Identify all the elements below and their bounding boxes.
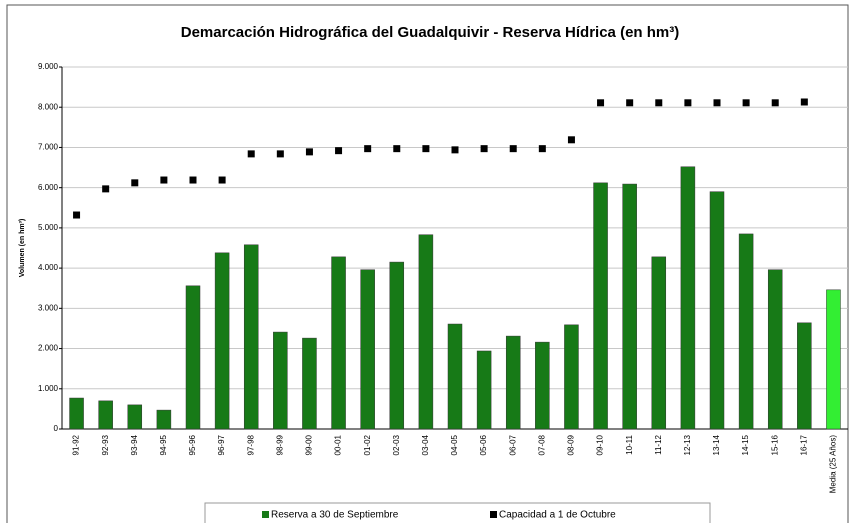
y-tick-label: 3.000 xyxy=(38,303,59,312)
x-tick-label: 12-13 xyxy=(683,434,692,455)
marker xyxy=(218,176,226,184)
x-tick-label: 02-03 xyxy=(392,434,401,455)
bar xyxy=(243,244,259,430)
x-tick-label: 14-15 xyxy=(741,434,750,455)
marker xyxy=(597,99,605,107)
marker xyxy=(626,99,634,107)
bar xyxy=(564,324,579,430)
bar xyxy=(709,191,725,430)
bar xyxy=(185,285,201,430)
y-tick-label: 0 xyxy=(54,424,59,433)
marker xyxy=(276,150,284,158)
bar xyxy=(389,261,405,430)
x-tick-label: 16-17 xyxy=(799,434,808,455)
chart-frame xyxy=(6,4,849,528)
bar xyxy=(127,404,143,430)
y-tick-label: 8.000 xyxy=(38,102,59,111)
x-tick-label: 99-00 xyxy=(305,434,314,455)
x-tick-label: 13-14 xyxy=(712,434,721,455)
marker xyxy=(538,145,546,153)
marker xyxy=(567,136,575,144)
marker xyxy=(771,99,779,107)
x-tick-label: Media (25 Años) xyxy=(829,435,838,494)
bar xyxy=(360,269,375,430)
y-tick-label: 5.000 xyxy=(38,223,59,232)
x-tick-label: 91-92 xyxy=(72,434,81,455)
x-tick-label: 94-95 xyxy=(159,434,168,455)
bar xyxy=(273,331,288,430)
marker xyxy=(509,145,517,153)
marker xyxy=(451,146,459,154)
x-tick-label: 97-98 xyxy=(246,434,255,455)
bar xyxy=(680,166,696,430)
marker xyxy=(73,211,81,219)
bar xyxy=(767,269,783,430)
y-tick-label: 1.000 xyxy=(38,384,59,393)
x-tick-label: 06-07 xyxy=(508,434,517,455)
bar xyxy=(622,183,637,430)
bar xyxy=(505,335,521,430)
bar xyxy=(214,252,230,430)
x-tick-label: 08-09 xyxy=(567,434,576,455)
marker xyxy=(480,145,488,153)
x-tick-label: 98-99 xyxy=(275,434,284,455)
chart-title: Demarcación Hidrográfica del Guadalquivi… xyxy=(181,24,679,41)
y-tick-label: 9.000 xyxy=(38,62,59,71)
bar xyxy=(69,397,84,430)
marker xyxy=(247,150,255,158)
y-tick-label: 2.000 xyxy=(38,344,59,353)
x-tick-label: 10-11 xyxy=(625,434,634,454)
marker xyxy=(742,99,750,107)
marker xyxy=(335,147,343,155)
bar xyxy=(738,233,754,430)
y-axis-label: Volumen (en hm³) xyxy=(19,219,26,278)
marker xyxy=(422,145,430,153)
marker xyxy=(131,179,139,187)
bar xyxy=(418,234,434,430)
x-tick-label: 11-12 xyxy=(654,434,663,454)
bar xyxy=(651,256,667,430)
y-tick-label: 6.000 xyxy=(38,183,59,192)
x-tick-label: 92-93 xyxy=(101,434,110,455)
bar xyxy=(826,289,841,430)
marker xyxy=(305,148,313,156)
x-tick-label: 09-10 xyxy=(596,434,605,455)
bar xyxy=(593,182,608,430)
bar xyxy=(797,322,812,430)
bar xyxy=(98,400,113,430)
x-tick-label: 07-08 xyxy=(537,434,546,455)
marker xyxy=(160,176,168,184)
marker xyxy=(655,99,663,107)
x-tick-label: 95-96 xyxy=(188,434,197,455)
marker xyxy=(800,98,808,106)
bar xyxy=(476,350,492,430)
bar xyxy=(302,337,317,430)
bar xyxy=(156,409,172,430)
legend-swatch xyxy=(490,511,497,518)
marker xyxy=(713,99,721,107)
marker xyxy=(393,145,401,153)
marker xyxy=(189,176,197,184)
x-tick-label: 05-06 xyxy=(479,434,488,455)
bar xyxy=(447,323,463,430)
marker xyxy=(364,145,372,153)
x-tick-label: 04-05 xyxy=(450,434,459,455)
y-tick-label: 4.000 xyxy=(38,263,59,272)
x-tick-label: 01-02 xyxy=(363,434,372,455)
x-tick-label: 96-97 xyxy=(217,434,226,455)
legend-label: Reserva a 30 de Septiembre xyxy=(271,510,399,521)
marker xyxy=(684,99,692,107)
x-tick-label: 15-16 xyxy=(770,434,779,455)
legend-label: Capacidad a 1 de Octubre xyxy=(499,510,616,521)
bar xyxy=(331,256,346,430)
x-tick-label: 00-01 xyxy=(334,434,343,455)
bar xyxy=(535,341,550,430)
y-tick-label: 7.000 xyxy=(38,143,59,152)
x-tick-label: 03-04 xyxy=(421,434,430,455)
legend-swatch xyxy=(262,511,269,518)
x-tick-label: 93-94 xyxy=(130,434,139,455)
marker xyxy=(102,185,110,193)
